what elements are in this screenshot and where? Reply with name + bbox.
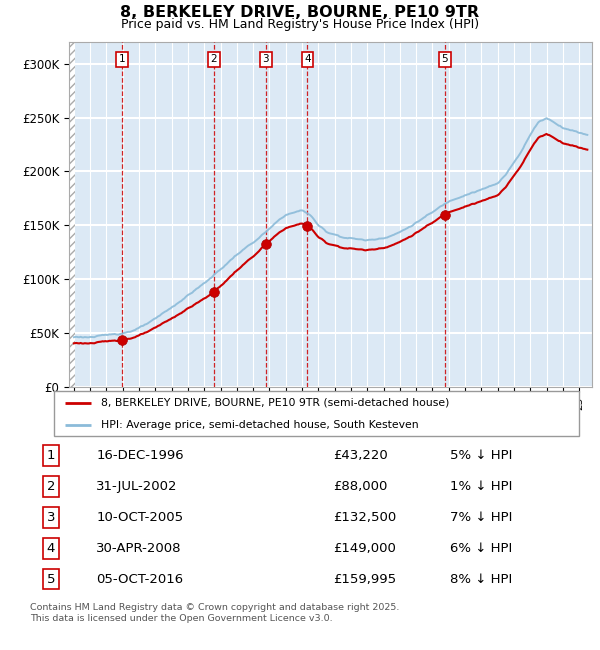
Text: 05-OCT-2016: 05-OCT-2016 xyxy=(96,573,184,586)
Text: 4: 4 xyxy=(47,542,55,555)
Bar xyxy=(69,42,75,387)
FancyBboxPatch shape xyxy=(54,391,579,436)
Text: 16-DEC-1996: 16-DEC-1996 xyxy=(96,449,184,462)
Text: £132,500: £132,500 xyxy=(334,511,397,524)
Text: £149,000: £149,000 xyxy=(334,542,397,555)
Text: 8% ↓ HPI: 8% ↓ HPI xyxy=(449,573,512,586)
Text: 1: 1 xyxy=(119,55,125,64)
Text: 31-JUL-2002: 31-JUL-2002 xyxy=(96,480,178,493)
Text: Price paid vs. HM Land Registry's House Price Index (HPI): Price paid vs. HM Land Registry's House … xyxy=(121,18,479,31)
Text: 10-OCT-2005: 10-OCT-2005 xyxy=(96,511,184,524)
Text: 7% ↓ HPI: 7% ↓ HPI xyxy=(449,511,512,524)
Text: Contains HM Land Registry data © Crown copyright and database right 2025.
This d: Contains HM Land Registry data © Crown c… xyxy=(30,603,400,623)
Text: 5: 5 xyxy=(47,573,55,586)
Text: 6% ↓ HPI: 6% ↓ HPI xyxy=(449,542,512,555)
Text: 2: 2 xyxy=(47,480,55,493)
Text: 1% ↓ HPI: 1% ↓ HPI xyxy=(449,480,512,493)
Text: 3: 3 xyxy=(263,55,269,64)
Text: 1: 1 xyxy=(47,449,55,462)
Text: 5: 5 xyxy=(442,55,448,64)
Text: £43,220: £43,220 xyxy=(334,449,388,462)
Text: £159,995: £159,995 xyxy=(334,573,397,586)
Text: HPI: Average price, semi-detached house, South Kesteven: HPI: Average price, semi-detached house,… xyxy=(101,420,419,430)
Text: 5% ↓ HPI: 5% ↓ HPI xyxy=(449,449,512,462)
Text: 3: 3 xyxy=(47,511,55,524)
Text: 2: 2 xyxy=(211,55,217,64)
Text: 30-APR-2008: 30-APR-2008 xyxy=(96,542,182,555)
Text: 8, BERKELEY DRIVE, BOURNE, PE10 9TR: 8, BERKELEY DRIVE, BOURNE, PE10 9TR xyxy=(121,5,479,20)
Text: £88,000: £88,000 xyxy=(334,480,388,493)
Text: 8, BERKELEY DRIVE, BOURNE, PE10 9TR (semi-detached house): 8, BERKELEY DRIVE, BOURNE, PE10 9TR (sem… xyxy=(101,398,449,408)
Text: 4: 4 xyxy=(304,55,311,64)
